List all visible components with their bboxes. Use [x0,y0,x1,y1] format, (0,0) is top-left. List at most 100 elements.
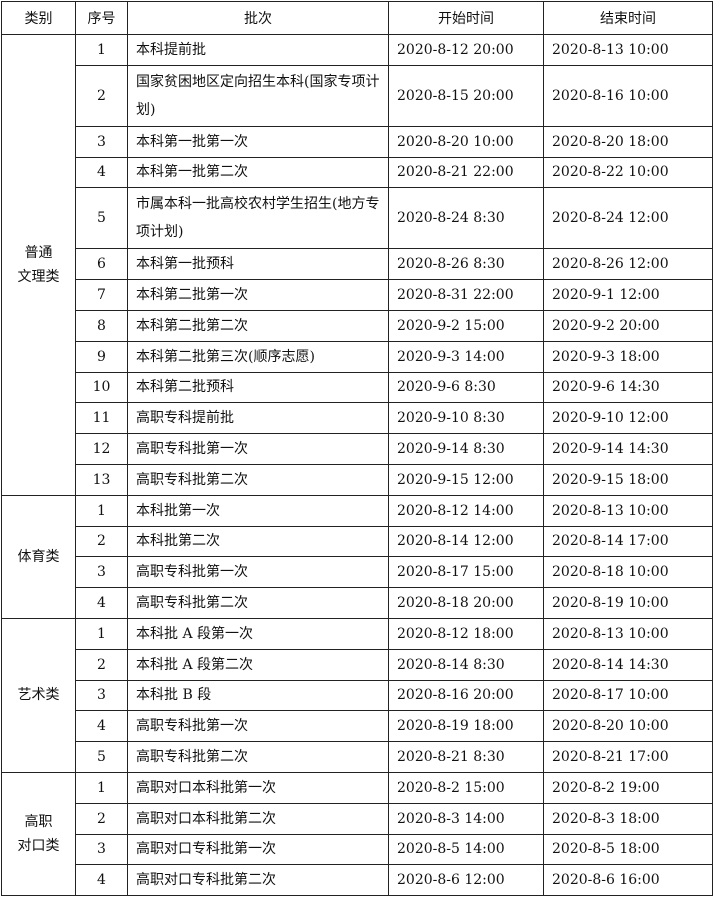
start-time-cell: 2020-9-15 12:00 [388,463,544,496]
end-time-cell: 2020-9-15 18:00 [543,463,713,496]
table-row: 4 本科第一批第二次 2020-8-21 22:00 2020-8-22 10:00 [2,156,713,189]
number-cell: 3 [75,833,128,866]
end-time-cell: 2020-8-14 17:00 [543,525,713,558]
start-time-cell: 2020-8-17 15:00 [388,556,544,589]
start-time-cell: 2020-8-2 15:00 [388,771,544,804]
table-row: 10 本科第二批预科 2020-9-6 8:30 2020-9-6 14:30 [2,371,713,404]
number-cell: 10 [75,371,128,404]
header-end-time: 结束时间 [543,1,713,35]
category-cell: 艺术类 [1,617,76,773]
category-label: 普通 [24,244,53,261]
start-time-cell: 2020-9-3 14:00 [388,340,544,373]
batch-cell: 本科批 B 段 [127,679,389,712]
header-batch: 批次 [127,1,389,35]
table-row: 4 高职专科批第二次 2020-8-18 20:00 2020-8-19 10:00 [2,587,713,619]
start-time-cell: 2020-8-6 12:00 [388,864,544,897]
batch-cell: 高职专科批第一次 [127,556,389,589]
number-cell: 2 [75,64,128,127]
table-row: 3 高职对口专科批第一次 2020-8-5 14:00 2020-8-5 18:00 [2,833,713,866]
end-time-cell: 2020-8-26 12:00 [543,248,713,281]
batch-cell: 高职专科批第二次 [127,741,389,773]
end-time-cell: 2020-8-14 14:30 [543,648,713,681]
category-cell: 体育类 [1,494,76,619]
batch-cell: 本科提前批 [127,34,389,66]
start-time-cell: 2020-8-3 14:00 [388,802,544,835]
number-cell: 13 [75,463,128,496]
end-time-cell: 2020-8-3 18:00 [543,802,713,835]
header-row: 类别 序号 批次 开始时间 结束时间 [1,1,713,35]
end-time-cell: 2020-9-3 18:00 [543,340,713,373]
batch-cell: 高职对口专科批第一次 [127,833,389,866]
header-category: 类别 [1,1,76,35]
batch-cell: 本科第一批第一次 [127,125,389,158]
table-row: 5 市属本科一批高校农村学生招生(地方专项计划) 2020-8-24 8:30 202… [2,187,713,250]
batch-cell: 本科第二批预科 [127,371,389,404]
table-row: 12 高职专科批第一次 2020-9-14 8:30 2020-9-14 14:30 [2,433,713,465]
table-row: 艺术类 1 本科批 A 段第一次 2020-8-12 18:00 2020-8-13 1… [1,617,713,773]
batch-cell: 本科批第二次 [127,525,389,558]
start-time-cell: 2020-9-6 8:30 [388,371,544,404]
end-time-cell: 2020-8-18 10:00 [543,556,713,589]
number-cell: 1 [75,494,128,527]
table-row: 2 国家贫困地区定向招生本科(国家专项计划) 2020-8-15 20:00 2020… [2,64,713,127]
batch-cell: 本科批第一次 [127,494,389,527]
end-time-cell: 2020-8-13 10:00 [543,617,713,650]
table-row: 4 高职专科批第一次 2020-8-19 18:00 2020-8-20 10:00 [2,710,713,743]
start-time-cell: 2020-9-14 8:30 [388,433,544,465]
start-time-cell: 2020-8-21 22:00 [388,156,544,189]
batch-cell: 高职对口本科批第二次 [127,802,389,835]
table-row: 4 高职对口专科批第二次 2020-8-6 12:00 2020-8-6 16:00 [2,864,713,897]
table-row: 2 本科批 A 段第二次 2020-8-14 8:30 2020-8-14 14:30 [2,648,713,681]
category-cell: 普通 文理类 [1,34,76,496]
end-time-cell: 2020-9-2 20:00 [543,309,713,342]
end-time-cell: 2020-8-22 10:00 [543,156,713,189]
number-cell: 2 [75,525,128,558]
batch-cell: 高职专科批第一次 [127,710,389,743]
start-time-cell: 2020-8-18 20:00 [388,587,544,619]
number-cell: 3 [75,679,128,712]
category-label: 对口类 [17,838,60,855]
table-row: 7 本科第二批第一次 2020-8-31 22:00 2020-9-1 12:00 [2,279,713,311]
end-time-cell: 2020-9-1 12:00 [543,279,713,311]
table-row: 2 高职对口本科批第二次 2020-8-3 14:00 2020-8-3 18:00 [2,802,713,835]
table-row: 8 本科第二批第二次 2020-9-2 15:00 2020-9-2 20:00 [2,309,713,342]
start-time-cell: 2020-8-16 20:00 [388,679,544,712]
start-time-cell: 2020-8-15 20:00 [388,64,544,127]
table-row: 3 本科批 B 段 2020-8-16 20:00 2020-8-17 10:00 [2,679,713,712]
number-cell: 1 [75,617,128,650]
number-cell: 9 [75,340,128,373]
start-time-cell: 2020-8-12 18:00 [388,617,544,650]
batch-cell: 高职专科批第一次 [127,433,389,465]
category-label: 高职 [24,814,53,831]
end-time-cell: 2020-8-21 17:00 [543,741,713,773]
end-time-cell: 2020-8-20 10:00 [543,710,713,743]
start-time-cell: 2020-8-14 8:30 [388,648,544,681]
category-label: 艺术类 [17,687,60,704]
table-row: 13 高职专科批第二次 2020-9-15 12:00 2020-9-15 18:00 [2,463,713,496]
number-cell: 3 [75,556,128,589]
header-number: 序号 [75,1,128,35]
table-row: 2 本科批第二次 2020-8-14 12:00 2020-8-14 17:00 [2,525,713,558]
table-row: 9 本科第二批第三次(顺序志愿) 2020-9-3 14:00 2020-9-3 18… [2,340,713,373]
number-cell: 4 [75,587,128,619]
end-time-cell: 2020-8-20 18:00 [543,125,713,158]
end-time-cell: 2020-9-6 14:30 [543,371,713,404]
start-time-cell: 2020-8-14 12:00 [388,525,544,558]
table-row: 3 本科第一批第一次 2020-8-20 10:00 2020-8-20 18:00 [2,125,713,158]
table-row: 11 高职专科提前批 2020-9-10 8:30 2020-9-10 12:00 [2,402,713,435]
batch-cell: 高职专科批第二次 [127,463,389,496]
end-time-cell: 2020-9-14 14:30 [543,433,713,465]
batch-cell: 市属本科一批高校农村学生招生(地方专项计划) [127,187,389,250]
start-time-cell: 2020-8-31 22:00 [388,279,544,311]
end-time-cell: 2020-8-16 10:00 [543,64,713,127]
number-cell: 12 [75,433,128,465]
end-time-cell: 2020-8-6 16:00 [543,864,713,897]
start-time-cell: 2020-9-2 15:00 [388,309,544,342]
category-label: 文理类 [17,268,60,285]
batch-cell: 国家贫困地区定向招生本科(国家专项计划) [127,64,389,127]
start-time-cell: 2020-8-5 14:00 [388,833,544,866]
number-cell: 2 [75,802,128,835]
batch-cell: 本科第二批第一次 [127,279,389,311]
batch-cell: 本科批 A 段第一次 [127,617,389,650]
number-cell: 1 [75,771,128,804]
